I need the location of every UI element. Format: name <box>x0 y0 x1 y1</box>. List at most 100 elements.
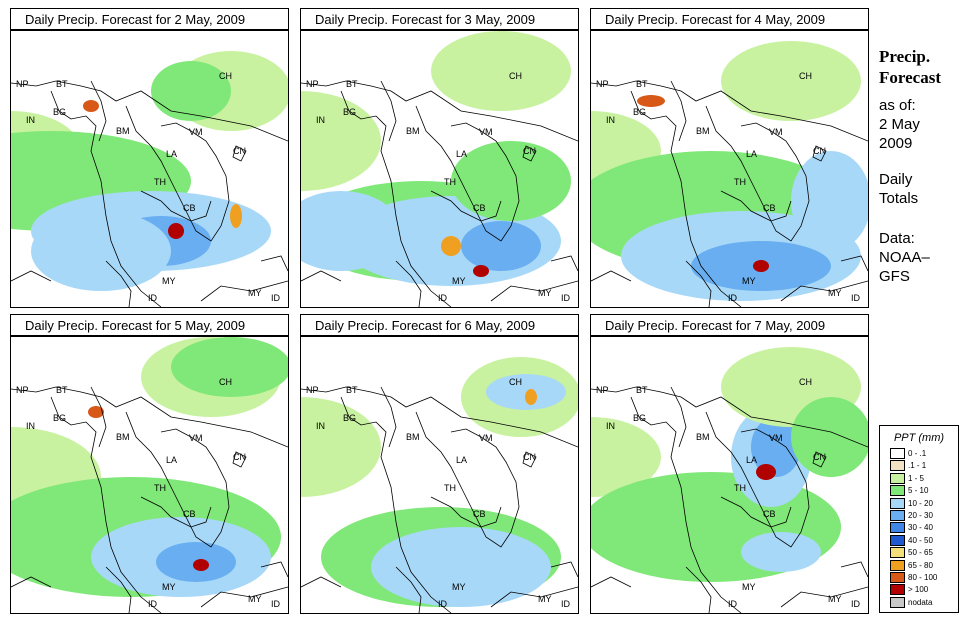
border-line <box>105 260 132 307</box>
as-of-date-line2: 2009 <box>879 135 913 152</box>
precip-area <box>751 417 801 477</box>
country-label-in: IN <box>316 115 325 125</box>
country-label-id_east: ID <box>851 293 861 303</box>
precip-area <box>753 260 769 272</box>
country-label-cn: CN <box>813 146 826 156</box>
precip-area <box>31 211 171 291</box>
legend-swatch <box>890 448 905 459</box>
country-label-my_west: MY <box>742 582 756 592</box>
country-label-th: TH <box>154 177 166 187</box>
country-label-bm: BM <box>406 432 420 442</box>
precip-area <box>301 397 381 497</box>
precip-area <box>193 559 209 571</box>
country-label-bg: BG <box>633 413 646 423</box>
border-line <box>415 105 520 242</box>
legend-label: nodata <box>908 597 933 607</box>
country-label-my_west: MY <box>162 276 176 286</box>
border-line <box>705 105 810 242</box>
country-label-ch: CH <box>219 377 232 387</box>
country-label-bm: BM <box>696 126 710 136</box>
precip-area <box>525 389 537 405</box>
border-line <box>840 561 868 578</box>
legend-label: 20 - 30 <box>908 511 933 520</box>
precip-area <box>791 151 868 251</box>
country-label-ch: CH <box>799 71 812 81</box>
country-label-ch: CH <box>509 71 522 81</box>
country-label-bg: BG <box>633 107 646 117</box>
border-line <box>522 451 537 468</box>
border-line <box>232 451 247 468</box>
legend-swatch <box>890 510 905 521</box>
legend-label: .1 - 1 <box>908 461 927 471</box>
country-label-vm: VM <box>479 127 493 137</box>
country-label-cn: CN <box>813 452 826 462</box>
country-label-ch: CH <box>219 71 232 81</box>
country-label-bm: BM <box>116 432 130 442</box>
country-label-bt: BT <box>636 79 648 89</box>
precip-area <box>168 223 184 239</box>
legend-label: 65 - 80 <box>908 560 933 570</box>
legend-label: 5 - 10 <box>908 486 929 496</box>
precip-area <box>151 61 231 121</box>
precip-area <box>637 95 665 107</box>
country-label-id_west: ID <box>148 293 158 303</box>
as-of-date-line1: 2 May <box>879 116 920 133</box>
border-line <box>380 386 397 448</box>
border-line <box>490 586 578 608</box>
border-line <box>340 396 452 613</box>
country-label-my_west: MY <box>452 582 466 592</box>
legend-swatch <box>890 522 905 534</box>
country-label-bg: BG <box>53 107 66 117</box>
border-line <box>50 90 162 307</box>
data-line1: Data: <box>879 230 915 247</box>
daily-line1: Daily <box>879 171 913 188</box>
border-line <box>200 586 288 608</box>
country-label-cn: CN <box>523 452 536 462</box>
legend-swatch <box>890 596 905 608</box>
panel-title-2: Daily Precip. Forecast for 3 May, 2009 <box>300 8 579 30</box>
panel-title-3: Daily Precip. Forecast for 4 May, 2009 <box>590 8 869 30</box>
country-label-np: NP <box>306 385 319 395</box>
country-label-my_east: MY <box>538 594 552 604</box>
precip-area <box>741 532 821 572</box>
border-line <box>840 255 868 272</box>
country-label-in: IN <box>606 115 615 125</box>
border-line <box>200 280 288 302</box>
map-panel-6: NP BT IN BG BM CH VM LA TH CB MY MY ID ID CN <box>590 336 869 614</box>
legend-swatch <box>890 559 905 571</box>
border-line <box>490 280 578 302</box>
country-label-la: LA <box>456 149 467 159</box>
border-line <box>591 576 632 588</box>
precip-area <box>756 464 776 480</box>
data-line2: NOAA– <box>879 249 930 266</box>
legend-label: 40 - 50 <box>908 535 933 545</box>
country-label-my_west: MY <box>162 582 176 592</box>
precip-area <box>451 141 571 221</box>
country-label-bt: BT <box>346 79 358 89</box>
map-panel-1: NP BT IN BG BM CH VM LA TH CB MY MY ID ID CN <box>10 30 289 308</box>
country-label-la: LA <box>166 455 177 465</box>
border-line <box>550 561 578 578</box>
sidebar-title-line2: Forecast <box>879 68 941 87</box>
precip-area <box>171 337 288 397</box>
country-label-my_east: MY <box>248 594 262 604</box>
border-line <box>301 80 578 142</box>
country-label-id_east: ID <box>851 599 861 609</box>
border-line <box>780 586 868 608</box>
border-line <box>301 576 342 588</box>
country-label-cb: CB <box>473 203 486 213</box>
country-label-np: NP <box>306 79 319 89</box>
daily-line2: Totals <box>879 190 919 207</box>
precip-area <box>88 406 104 418</box>
country-label-la: LA <box>166 149 177 159</box>
country-label-la: LA <box>746 455 757 465</box>
border-line <box>105 566 132 613</box>
map-panel-2: NP BT IN BG BM CH VM LA TH CB MY MY ID ID CN <box>300 30 579 308</box>
border-line <box>11 576 52 588</box>
country-label-bg: BG <box>343 107 356 117</box>
sidebar-title-line1: Precip. <box>879 47 931 66</box>
country-label-bm: BM <box>696 432 710 442</box>
border-line <box>720 190 792 222</box>
border-line <box>720 496 792 528</box>
map-panel-4: NP BT IN BG BM CH VM LA TH CB MY MY ID ID CN <box>10 336 289 614</box>
